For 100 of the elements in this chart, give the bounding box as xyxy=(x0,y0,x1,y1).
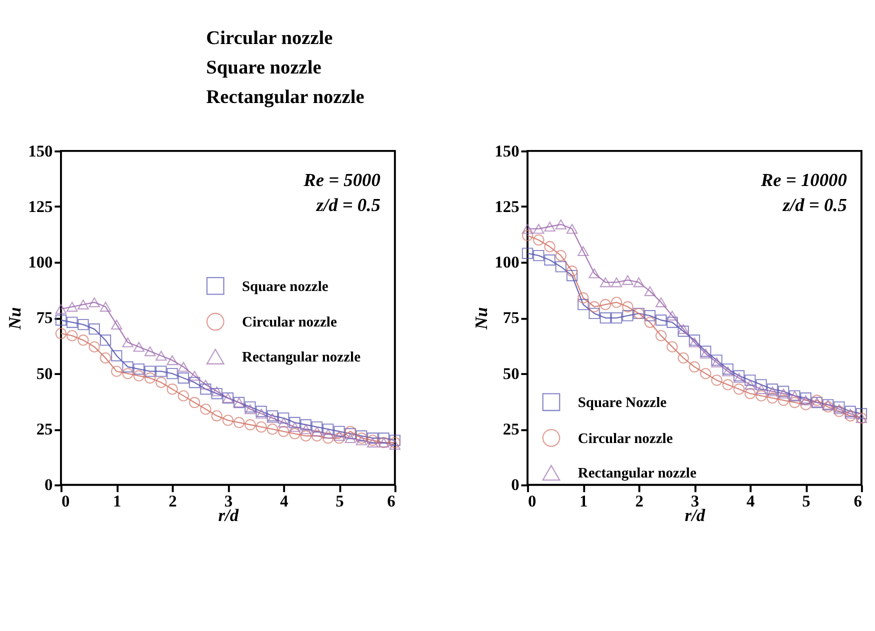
point xyxy=(711,374,722,386)
point xyxy=(610,296,622,308)
point xyxy=(722,363,734,375)
point xyxy=(778,394,790,406)
point xyxy=(800,392,812,404)
point xyxy=(778,388,790,399)
point xyxy=(610,312,622,324)
x-tick-label: 1 xyxy=(580,492,588,511)
point xyxy=(666,316,678,328)
point xyxy=(344,426,356,438)
point xyxy=(666,341,678,352)
text: Circular nozzle xyxy=(206,28,334,49)
point xyxy=(111,350,122,362)
point xyxy=(655,330,667,342)
point xyxy=(289,428,300,440)
y-tick-label: 25 xyxy=(502,420,520,439)
point xyxy=(233,416,245,428)
point xyxy=(66,330,78,342)
point xyxy=(533,224,544,234)
point xyxy=(278,426,290,438)
point xyxy=(588,268,600,278)
point xyxy=(566,224,578,234)
point xyxy=(322,424,334,435)
y-tick-label: 150 xyxy=(28,141,53,160)
point xyxy=(622,275,634,285)
point xyxy=(256,406,267,418)
point xyxy=(166,384,178,395)
y-tick-label: 50 xyxy=(502,364,520,383)
point xyxy=(211,386,222,396)
point xyxy=(344,428,356,440)
point xyxy=(533,234,544,246)
point xyxy=(756,379,767,390)
point xyxy=(78,334,89,346)
annotation: z/d = 0.5 xyxy=(315,194,380,215)
point xyxy=(378,432,390,444)
point xyxy=(178,362,190,372)
point xyxy=(834,401,845,413)
point xyxy=(122,361,134,372)
point xyxy=(766,392,778,404)
point xyxy=(166,368,178,380)
point xyxy=(678,324,689,334)
point xyxy=(188,376,200,388)
point xyxy=(66,302,78,312)
point xyxy=(522,230,534,242)
x-tick-label: 3 xyxy=(224,492,233,511)
point xyxy=(289,422,300,432)
point xyxy=(356,435,368,446)
y-tick-label: 100 xyxy=(28,252,53,272)
y-tick-label: 0 xyxy=(44,475,53,494)
point xyxy=(800,395,812,406)
point xyxy=(700,346,712,357)
point xyxy=(756,384,767,394)
x-tick-label: 0 xyxy=(528,492,536,511)
x-tick-label: 4 xyxy=(746,492,755,511)
point xyxy=(300,424,312,434)
point xyxy=(600,312,612,324)
point xyxy=(289,416,300,428)
point xyxy=(244,401,256,413)
point xyxy=(722,366,734,376)
point xyxy=(200,380,212,390)
x-tick-label: 5 xyxy=(336,492,344,511)
point xyxy=(133,370,145,382)
point xyxy=(144,346,156,356)
point xyxy=(188,396,200,408)
point xyxy=(311,430,323,442)
point xyxy=(300,419,312,430)
point xyxy=(766,386,778,396)
y-tick-label: 0 xyxy=(511,475,520,494)
point xyxy=(211,388,222,400)
x-tick-label: 1 xyxy=(113,492,122,511)
point xyxy=(111,320,122,330)
point xyxy=(566,270,578,282)
y-axis-title: Nu xyxy=(4,306,24,331)
point xyxy=(533,250,544,262)
legend-label: Rectangular nozzle xyxy=(578,466,697,482)
point xyxy=(334,430,345,441)
point xyxy=(367,438,378,448)
point xyxy=(655,314,667,326)
point xyxy=(578,246,589,256)
point xyxy=(55,328,67,340)
point xyxy=(666,310,678,321)
point xyxy=(334,426,345,438)
point xyxy=(600,277,612,288)
legend-label: Rectangular nozzle xyxy=(242,349,362,366)
point xyxy=(800,399,812,410)
point xyxy=(144,372,156,384)
point xyxy=(544,254,556,266)
point xyxy=(244,404,256,414)
point xyxy=(856,408,868,420)
point xyxy=(688,361,700,372)
point xyxy=(544,241,556,252)
point xyxy=(356,430,368,442)
point xyxy=(256,408,267,419)
point xyxy=(522,224,534,234)
point xyxy=(678,352,689,364)
point xyxy=(111,366,122,377)
x-tick-label: 2 xyxy=(635,492,644,511)
point xyxy=(122,368,134,380)
point xyxy=(100,302,112,312)
point xyxy=(678,326,689,337)
